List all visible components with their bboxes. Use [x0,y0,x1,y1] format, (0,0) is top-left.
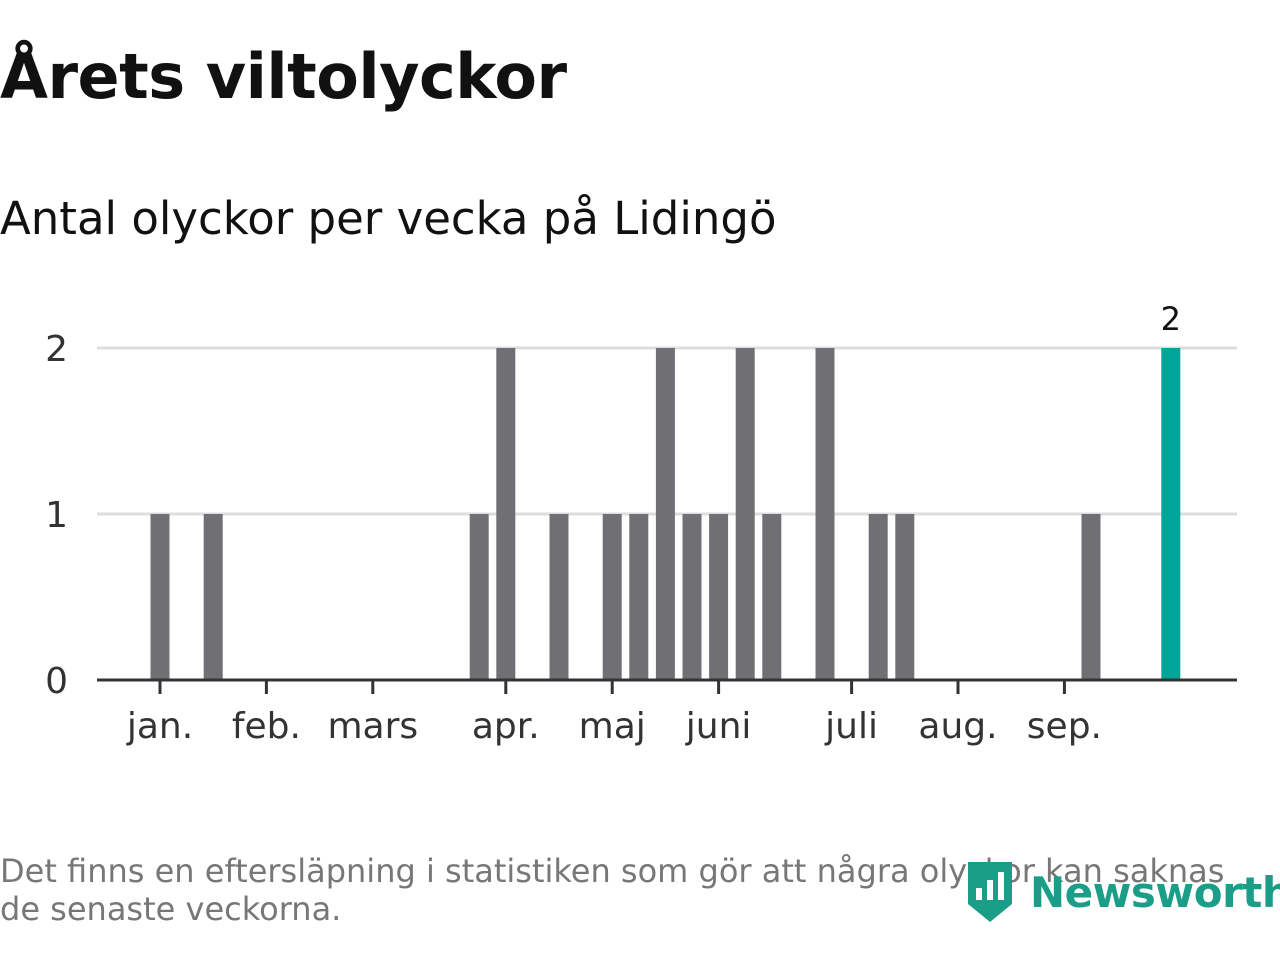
y-axis-ticks: 0 1 2 [45,329,68,702]
data-labels: 2 [1161,300,1181,338]
data-label-week-39: 2 [1161,300,1181,338]
bar-week-1 [150,514,170,680]
bar-chart: 0 1 2 2 jan. feb. mars apr. maj juni juli aug. sep… [45,300,1237,747]
bar-week-29 [895,514,915,680]
bar-week-3 [203,514,223,680]
x-tick-label-mars: mars [327,706,418,747]
y-tick-label-2: 2 [45,329,68,370]
bar-week-19 [629,514,649,680]
x-tick-label-sep.: sep. [1027,706,1102,747]
x-tick-label-jan.: jan. [126,706,193,747]
newsworthy-logo-text: Newsworthy [1030,867,1280,917]
bars [150,348,1181,680]
newsworthy-logo-icon [968,862,1012,922]
bar-week-13 [469,514,489,680]
chart-subtitle: Antal olyckor per vecka på Lidingö [0,192,777,245]
x-tick-label-apr.: apr. [472,706,540,747]
x-tick-label-maj: maj [579,706,646,747]
bar-week-39 [1161,348,1181,680]
bar-week-28 [868,514,888,680]
bar-week-18 [602,514,622,680]
y-tick-label-1: 1 [45,495,68,536]
bar-week-14 [496,348,516,680]
bar-week-21 [682,514,702,680]
x-tick-label-juli: juli [824,706,878,747]
chart-title: Årets viltolyckor [0,40,567,113]
newsworthy-logo: Newsworthy [964,858,1280,926]
bar-week-20 [655,348,675,680]
bar-week-22 [709,514,729,680]
footnote: Det finns en eftersläpning i statistiken… [0,852,1225,928]
y-tick-label-0: 0 [45,661,68,702]
bar-week-23 [735,348,755,680]
bar-week-36 [1081,514,1101,680]
x-tick-label-feb.: feb. [232,706,301,747]
bar-week-24 [762,514,782,680]
x-axis: jan. feb. mars apr. maj juni juli aug. sep. [97,678,1237,747]
x-tick-label-aug.: aug. [918,706,997,747]
bar-week-26 [815,348,835,680]
bar-week-16 [549,514,569,680]
x-tick-label-juni: juni [685,706,752,747]
